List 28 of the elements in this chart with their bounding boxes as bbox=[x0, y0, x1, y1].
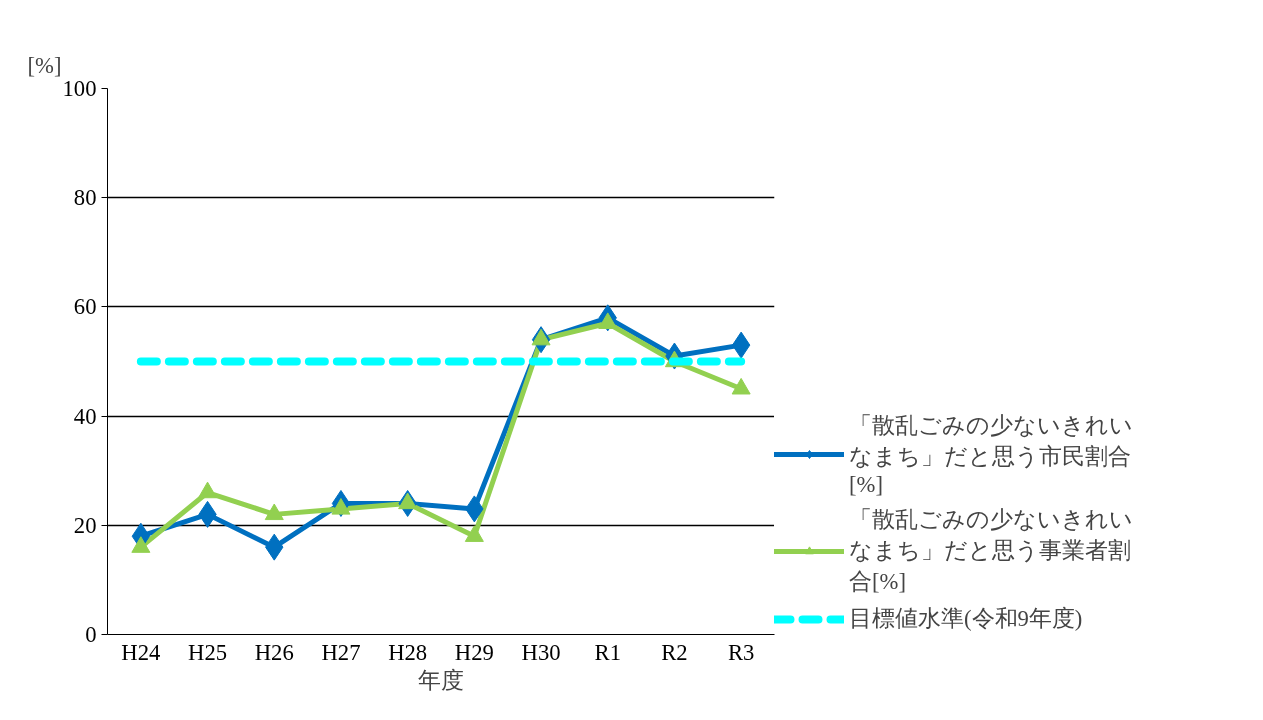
legend-label: 目標値水準(令和9年度) bbox=[849, 605, 1084, 633]
x-axis-title: 年度 bbox=[418, 667, 464, 693]
x-tick-label: H27 bbox=[321, 639, 361, 665]
legend-label: 「散乱ごみの少ないきれいなまち」だと思う事業者割合[%] bbox=[849, 506, 1134, 596]
x-tick-label: R1 bbox=[594, 639, 621, 665]
x-tick-label: H24 bbox=[121, 639, 161, 665]
point bbox=[264, 503, 284, 521]
x-tick-label: R2 bbox=[661, 639, 688, 665]
legend-label: 「散乱ごみの少ないきれいなまち」だと思う市民割合[%] bbox=[849, 412, 1134, 498]
x-tick-label: H28 bbox=[388, 639, 428, 665]
x-tick-label: R3 bbox=[727, 639, 755, 665]
x-tick-label: H30 bbox=[521, 639, 561, 665]
x-tick-label: H25 bbox=[188, 639, 228, 665]
y-tick-label: 100 bbox=[62, 76, 97, 101]
y-tick-label: 0 bbox=[85, 622, 97, 647]
point bbox=[464, 525, 484, 542]
y-axis-title: [%] bbox=[27, 52, 62, 78]
x-tick-label: H29 bbox=[454, 639, 494, 665]
x-tick-label: H26 bbox=[254, 639, 294, 665]
y-tick-label: 20 bbox=[73, 512, 97, 538]
point bbox=[131, 536, 151, 553]
point bbox=[198, 481, 218, 499]
point bbox=[398, 492, 418, 510]
point bbox=[731, 331, 751, 359]
y-tick-label: 60 bbox=[73, 294, 97, 320]
y-tick-label: 40 bbox=[73, 403, 97, 429]
point bbox=[331, 498, 351, 515]
y-tick-label: 80 bbox=[73, 185, 97, 211]
